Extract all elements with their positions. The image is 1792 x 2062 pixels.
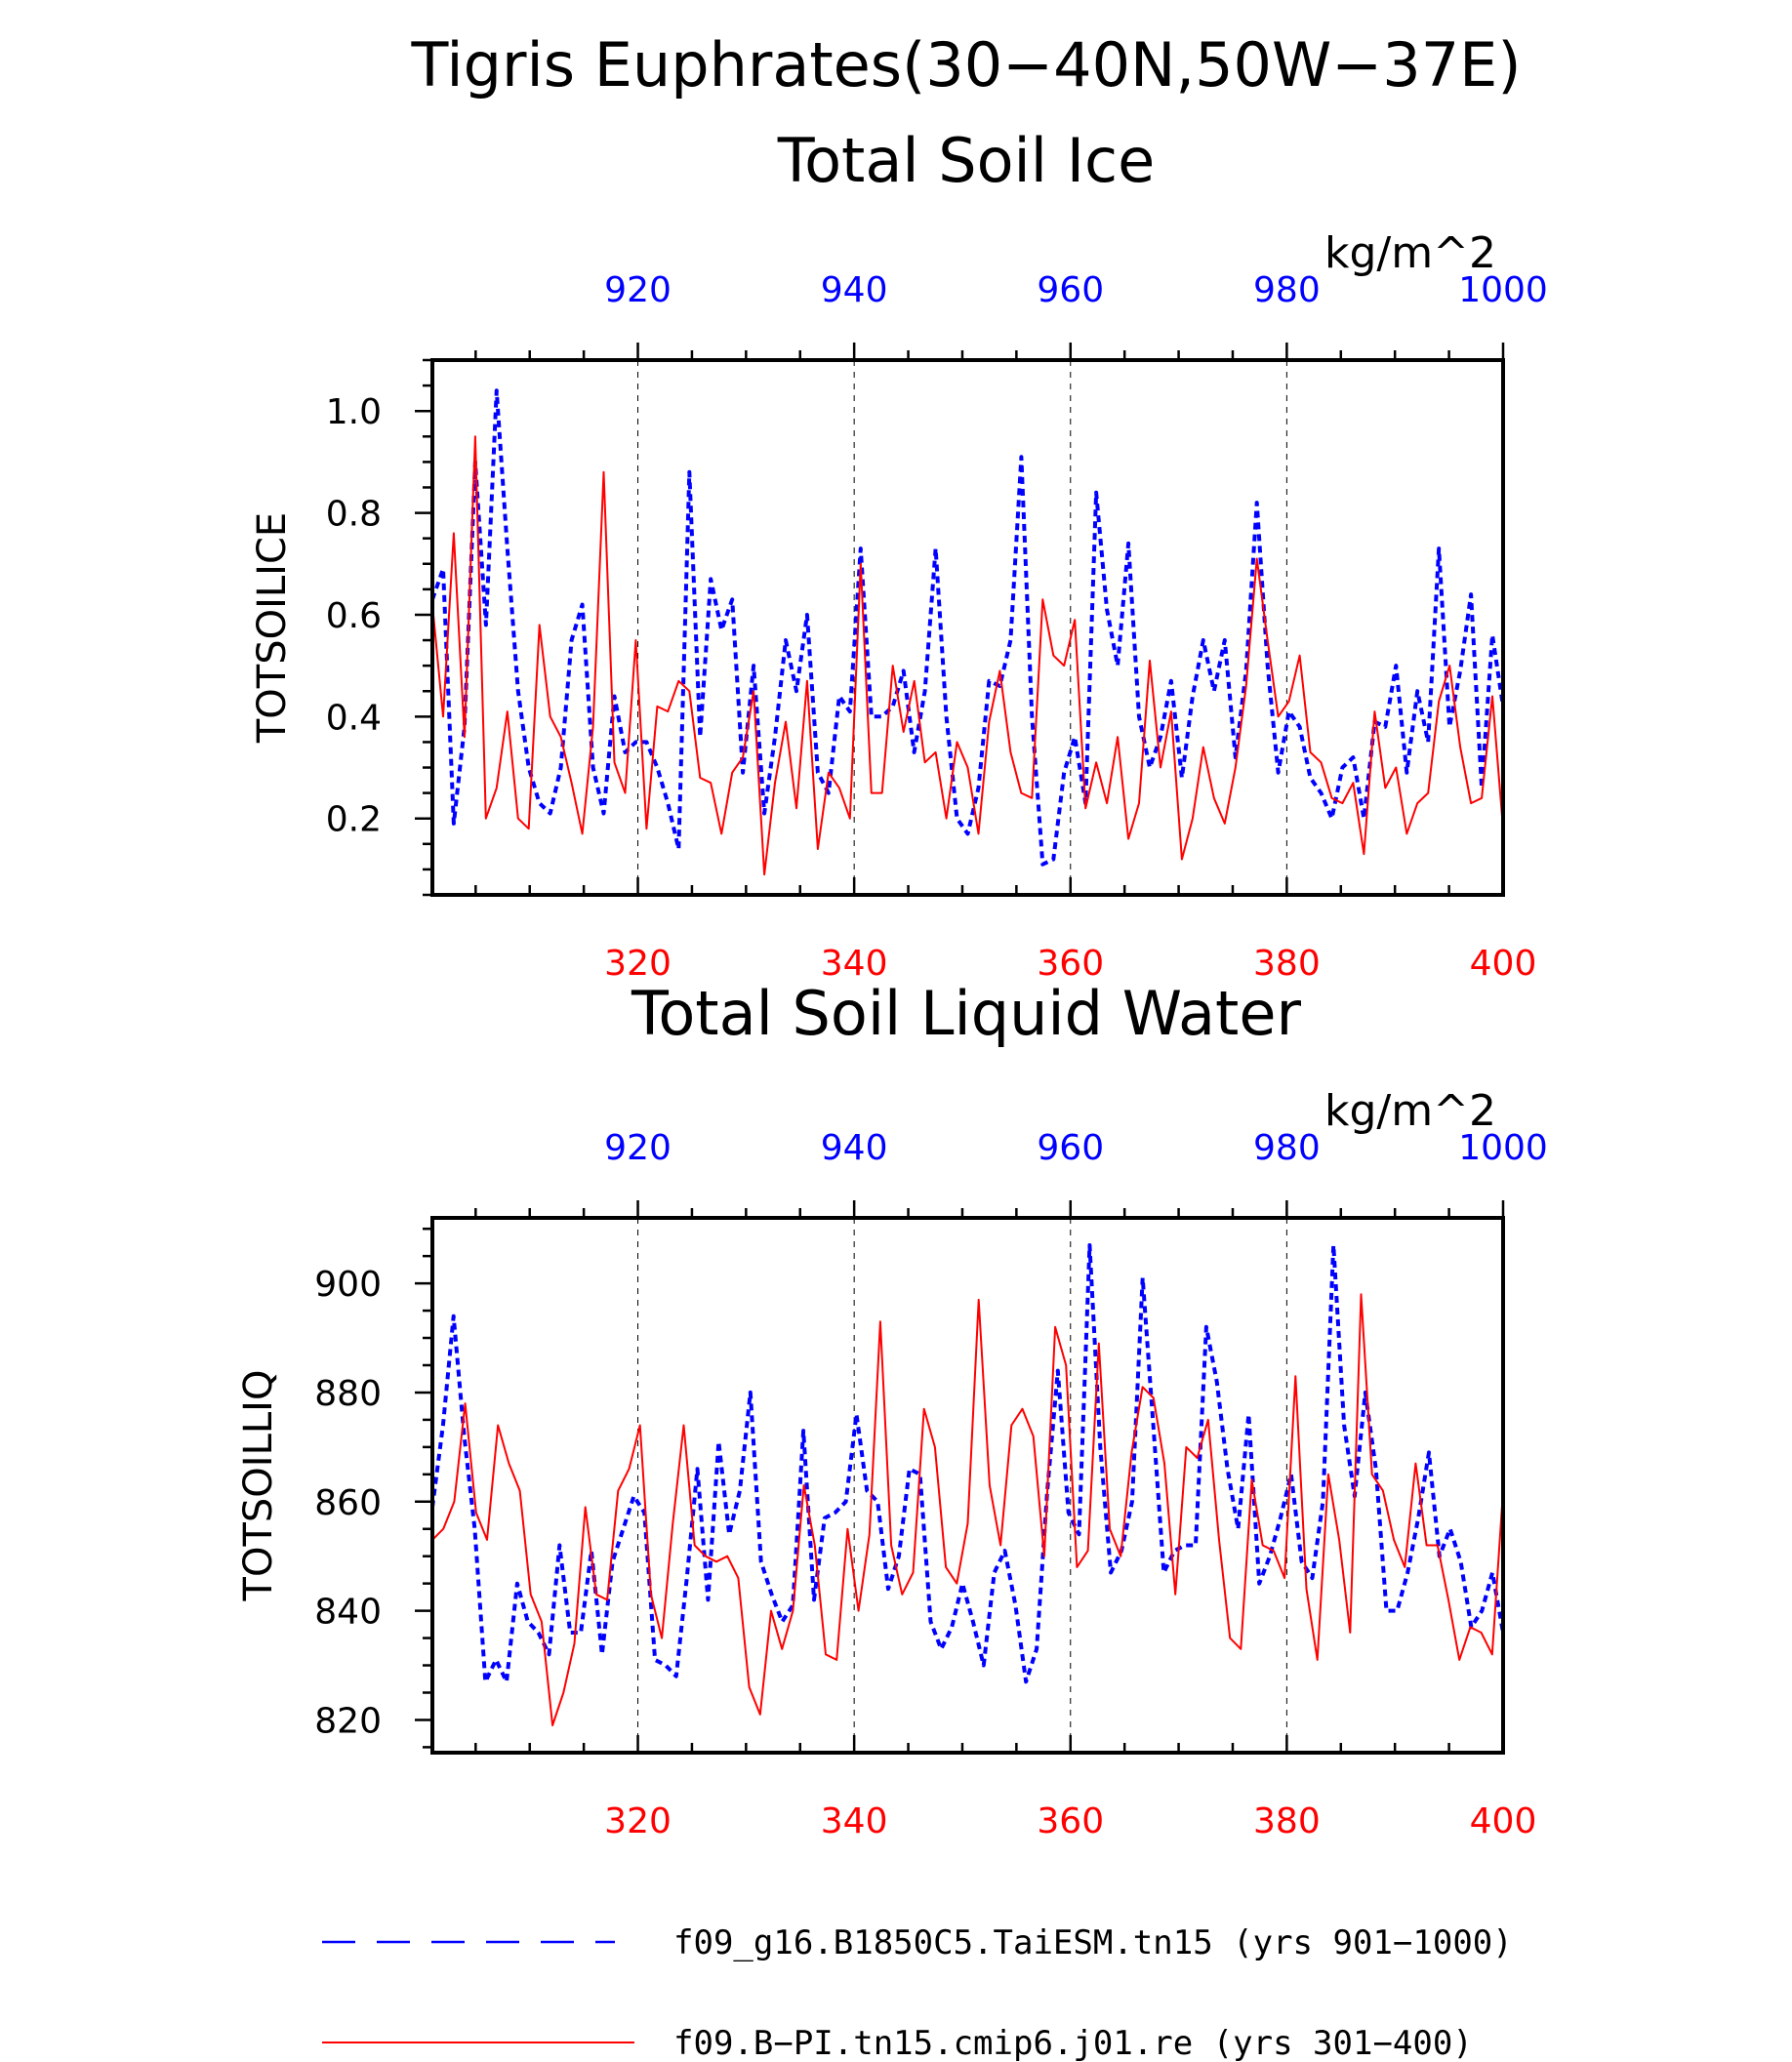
chart-panel-soil-liquid-water: Total Soil Liquid Water 320 340 360 380 400 9… (236, 978, 1548, 1841)
x-tick-label-bottom: 400 (1470, 1801, 1537, 1841)
y-tick-label: 0.8 (326, 495, 382, 535)
y-axis-label: TOTSOILLIQ (236, 1370, 281, 1602)
x-tick-label-top: 1000 (1458, 1128, 1548, 1168)
y-tick-label: 900 (314, 1265, 382, 1305)
x-tick-label-top: 940 (821, 270, 888, 310)
x-tick-label-top: 1000 (1458, 270, 1548, 310)
tick-labels: 320 340 360 380 400 920 940 960 980 1000 0.2 0.4 0.6… (326, 270, 1548, 984)
chart-panel-soil-ice: 320 340 360 380 400 920 940 960 980 1000 0.2 0.4 0.6… (250, 228, 1548, 984)
x-tick-label-top: 980 (1253, 270, 1321, 310)
x-tick-label-top: 920 (604, 270, 672, 310)
y-tick-label: 0.4 (326, 698, 382, 738)
legend: f09_g16.B1850C5.TaiESM.tn15 (yrs 901−100… (322, 1923, 1513, 2062)
vertical-grid-lines (637, 1218, 1287, 1753)
x-tick-label-top: 960 (1037, 1128, 1104, 1168)
x-tick-label-bottom: 360 (1037, 944, 1104, 984)
vertical-grid-lines (637, 360, 1287, 895)
series-lines (430, 1243, 1505, 1726)
units-label: kg/m^2 (1324, 1086, 1496, 1136)
y-axis-label: TOTSOILICE (250, 512, 295, 744)
x-tick-label-bottom: 340 (821, 1801, 888, 1841)
tick-labels: 320 340 360 380 400 920 940 960 980 1000 820 840 860… (314, 1128, 1548, 1841)
series-line-cmip6 (431, 1293, 1504, 1726)
y-tick-label: 1.0 (326, 392, 382, 432)
plot-frame (430, 1216, 1505, 1755)
y-tick-label: 880 (314, 1374, 382, 1414)
axis-ticks (415, 1200, 1505, 1753)
axis-ticks (415, 343, 1505, 897)
x-tick-label-top: 960 (1037, 270, 1104, 310)
figure-title-line1: Tigris Euphrates(30−40N,50W−37E) (410, 29, 1521, 101)
x-tick-label-top: 940 (821, 1128, 888, 1168)
x-tick-label-bottom: 360 (1037, 1801, 1104, 1841)
x-tick-label-bottom: 320 (604, 1801, 672, 1841)
legend-label-taiesm: f09_g16.B1850C5.TaiESM.tn15 (yrs 901−100… (673, 1923, 1513, 1962)
x-tick-label-bottom: 340 (821, 944, 888, 984)
x-tick-label-bottom: 400 (1470, 944, 1537, 984)
x-tick-label-bottom: 380 (1253, 944, 1321, 984)
y-tick-label: 860 (314, 1483, 382, 1523)
legend-label-cmip6: f09.B−PI.tn15.cmip6.j01.re (yrs 301−400) (673, 2024, 1473, 2062)
series-line-taiesm (430, 388, 1505, 867)
figure-title-line2: Total Soil Ice (777, 125, 1155, 196)
y-tick-label: 840 (314, 1593, 382, 1633)
x-tick-label-top: 920 (604, 1128, 672, 1168)
y-tick-label: 0.6 (326, 596, 382, 636)
plot-frame (430, 358, 1505, 897)
y-tick-label: 0.2 (326, 800, 382, 840)
x-tick-label-top: 980 (1253, 1128, 1321, 1168)
series-lines (430, 388, 1505, 876)
units-label: kg/m^2 (1324, 228, 1496, 278)
x-tick-label-bottom: 380 (1253, 1801, 1321, 1841)
y-tick-label: 820 (314, 1701, 382, 1741)
series-line-cmip6 (431, 435, 1504, 876)
x-tick-label-bottom: 320 (604, 944, 672, 984)
series-line-taiesm (430, 1243, 1505, 1684)
panel-title: Total Soil Liquid Water (631, 978, 1301, 1049)
